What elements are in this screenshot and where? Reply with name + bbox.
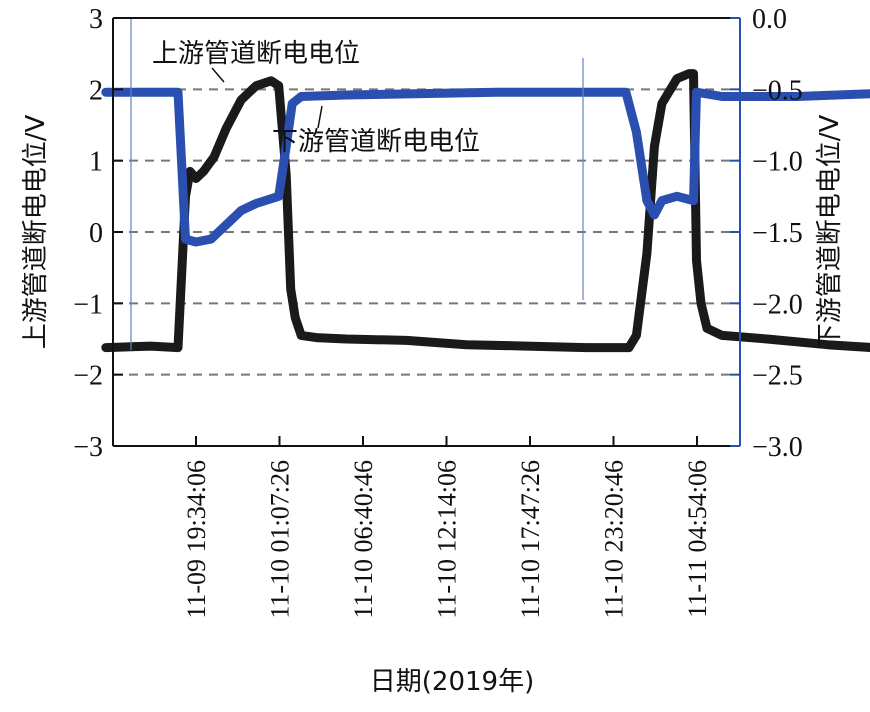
- right-tick-label-0: 0.0: [752, 4, 787, 35]
- left-tick-label-3: 0: [89, 218, 103, 249]
- annotation-downstream-leader: [317, 105, 323, 129]
- x-tick-label-2: 11-10 06:40:46: [349, 460, 378, 619]
- right-tick-label-3: −1.5: [752, 218, 803, 249]
- x-tick-label-0: 11-09 19:34:06: [182, 460, 211, 619]
- series-line-0: [101, 69, 870, 353]
- left-tick-label-0: 3: [89, 4, 103, 35]
- x-axis: 11-09 19:34:06 11-10 01:07:26 11-10 06:40:…: [182, 436, 712, 619]
- x-tick-label-6: 11-11 04:54:06: [683, 460, 712, 618]
- annotation-upstream: 上游管道断电电位: [152, 39, 360, 69]
- left-tick-label-4: −1: [73, 289, 103, 320]
- x-axis-label: 日期(2019年): [370, 667, 534, 697]
- right-tick-label-6: −3.0: [752, 432, 803, 463]
- left-tick-label-5: −2: [73, 361, 103, 392]
- right-tick-label-4: −2.0: [752, 289, 803, 320]
- left-tick-label-1: 2: [89, 75, 103, 106]
- right-tick-label-2: −1.0: [752, 147, 803, 178]
- left-tick-label-2: 1: [89, 147, 103, 178]
- annotation-downstream: 下游管道断电电位: [272, 127, 480, 157]
- left-axis-label: 上游管道断电电位/V: [21, 115, 51, 350]
- left-axis: 3 2 1 0 −1 −2 −3: [73, 4, 123, 463]
- x-tick-label-5: 11-10 23:20:46: [600, 460, 629, 619]
- right-axis: 0.0 −0.5 −1.0 −1.5 −2.0 −2.5 −3.0: [730, 4, 803, 463]
- annotation-upstream-leader: [211, 67, 225, 83]
- plot-area: [101, 18, 870, 353]
- x-tick-label-3: 11-10 12:14:06: [433, 460, 462, 619]
- right-tick-label-5: −2.5: [752, 361, 803, 392]
- right-tick-label-1: −0.5: [752, 75, 803, 106]
- x-tick-label-1: 11-10 01:07:26: [266, 460, 295, 619]
- x-tick-label-4: 11-10 17:47:26: [516, 460, 545, 619]
- series-line-1: [101, 87, 870, 247]
- right-axis-label: 下游管道断电电位/V: [815, 115, 845, 350]
- left-tick-label-6: −3: [73, 432, 103, 463]
